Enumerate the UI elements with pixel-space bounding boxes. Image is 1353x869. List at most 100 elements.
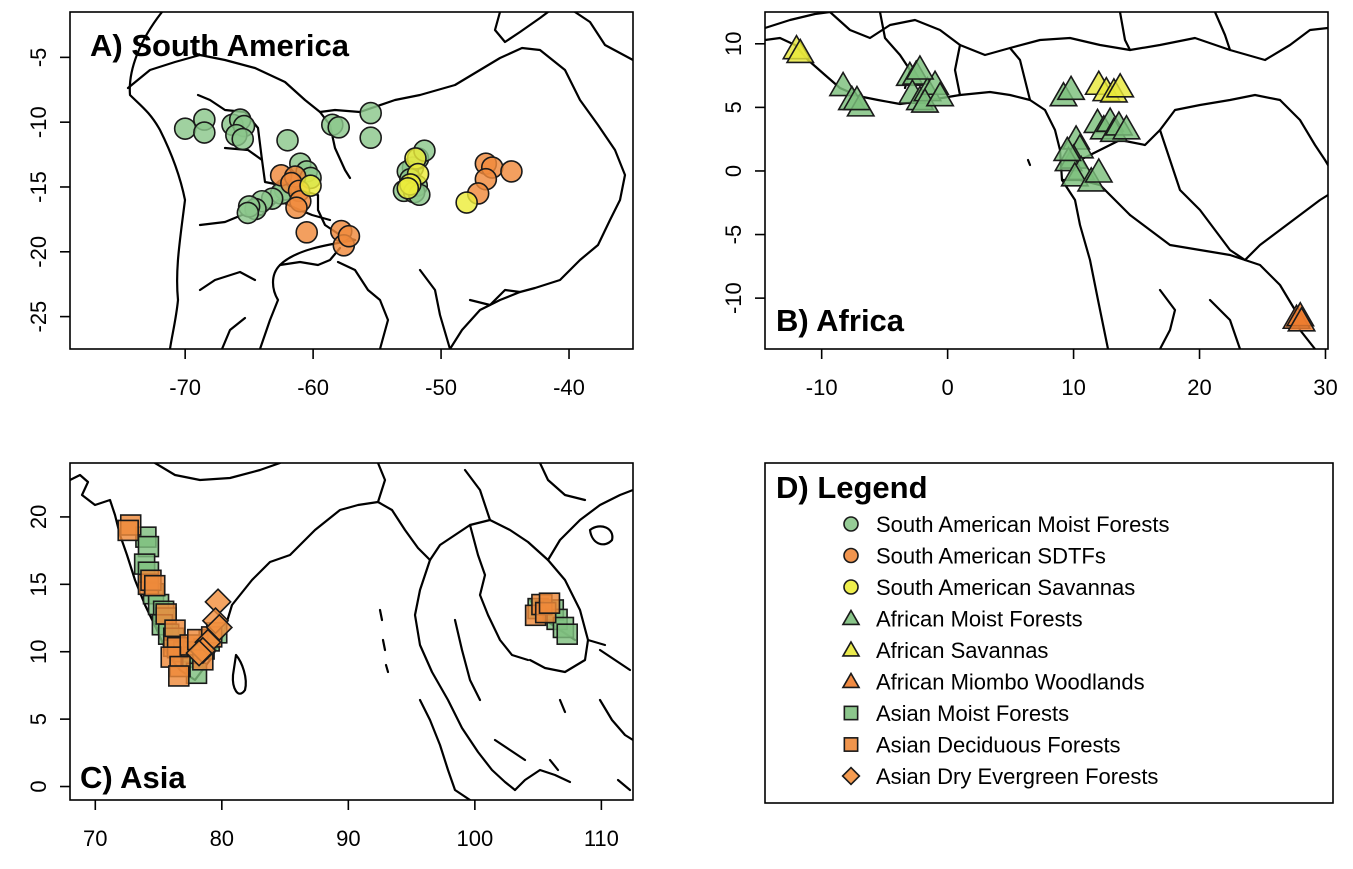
south-america-x-tick-label: -70 (169, 375, 201, 400)
africa-x-tick-label: 30 (1313, 375, 1337, 400)
asia-point (185, 639, 213, 667)
africa-y-tick-label: -10 (721, 282, 746, 314)
south-america-title: A) South America (90, 28, 350, 63)
asia-plot-frame (69, 462, 634, 801)
africa-x-tick-label: 20 (1187, 375, 1211, 400)
legend-items: South American Moist Forests South Americ… (841, 512, 1169, 789)
legend-marker (841, 608, 861, 626)
africa-point (1052, 135, 1082, 162)
africa-point (1056, 74, 1086, 101)
legend-marker (843, 579, 859, 595)
legend-panel: D) Legend South American Moist ForestsSo… (764, 462, 1334, 804)
asia-y-tick-label: 5 (26, 713, 51, 725)
asia-x-tick-label: 100 (456, 826, 493, 851)
south-america-point (295, 221, 319, 244)
africa-point (925, 81, 955, 107)
asia-point (117, 519, 139, 542)
south-america-x-tick-label: -50 (425, 375, 457, 400)
south-america-point (327, 116, 351, 139)
africa-basemap (765, 12, 1328, 349)
legend-marker (843, 547, 859, 564)
south-america-point (173, 117, 197, 140)
asia-point (143, 574, 166, 597)
south-america-point (396, 176, 420, 200)
legend-item-label: African Miombo Woodlands (876, 670, 1145, 695)
asia-point (556, 623, 578, 645)
south-america-axes: -70 -60 -50 -40 -5 -10 -15 -20 -25 (26, 48, 585, 400)
asia-y-tick-label: 20 (26, 505, 51, 529)
south-america-point (359, 101, 382, 125)
south-america-y-tick-label: -25 (26, 301, 51, 333)
africa-y-tick-label: 10 (721, 32, 746, 56)
africa-plot-frame (764, 11, 1329, 350)
legend-item-label: Asian Dry Evergreen Forests (876, 764, 1158, 789)
africa-point (905, 54, 935, 80)
legend-title: D) Legend (776, 470, 928, 505)
africa-point (842, 84, 872, 111)
legend-item-label: African Savannas (876, 638, 1048, 663)
asia-x-tick-label: 110 (584, 826, 619, 851)
asia-axes: 70 80 90 100 110 0 5 10 15 20 (26, 505, 619, 851)
legend-box (764, 462, 1334, 804)
africa-title: B) Africa (776, 303, 905, 338)
africa-y-tick-label: -5 (721, 225, 746, 245)
south-america-point (337, 224, 361, 248)
legend-marker (841, 766, 861, 786)
south-america-y-tick-label: -10 (26, 106, 51, 138)
south-america-point (359, 126, 382, 150)
south-america-point (455, 191, 478, 214)
legend-item-label: South American Savannas (876, 575, 1135, 600)
panel-africa: -10 0 10 20 30 10 5 0 -5 -10 B) Africa (721, 11, 1338, 400)
asia-point (168, 665, 190, 687)
legend-marker (841, 671, 861, 689)
panel-south-america: -70 -60 -50 -40 -5 -10 -15 -20 -25 A) South Amer… (26, 11, 634, 400)
south-america-points (173, 101, 523, 257)
panel-asia: 70 80 90 100 110 0 5 10 15 20 C) Asia (26, 462, 634, 851)
asia-y-tick-label: 10 (26, 639, 51, 663)
africa-point (1060, 161, 1090, 187)
south-america-point (500, 160, 523, 183)
legend-item-label: Asian Moist Forests (876, 701, 1069, 726)
south-america-plot-frame (69, 11, 634, 350)
asia-x-tick-label: 80 (210, 826, 234, 851)
legend-item-label: Asian Deciduous Forests (876, 733, 1121, 758)
legend-item-label: African Moist Forests (876, 607, 1083, 632)
south-america-point (231, 127, 255, 151)
africa-point (785, 37, 815, 64)
africa-points (781, 34, 1317, 332)
asia-x-tick-label: 90 (336, 826, 360, 851)
legend-marker (841, 640, 861, 657)
south-america-point (299, 174, 322, 197)
asia-y-tick-label: 15 (26, 572, 51, 596)
africa-y-tick-label: 0 (721, 165, 746, 177)
legend-item-label: South American Moist Forests (876, 512, 1169, 537)
south-america-point (285, 196, 308, 220)
south-america-point (236, 201, 260, 225)
africa-point (1105, 72, 1135, 98)
asia-point (538, 592, 561, 614)
south-america-y-tick-label: -5 (26, 48, 51, 68)
south-america-y-tick-label: -20 (26, 236, 51, 268)
south-america-x-tick-label: -40 (553, 375, 585, 400)
legend-item-label: South American SDTFs (876, 544, 1106, 569)
asia-title: C) Asia (80, 760, 186, 795)
asia-x-tick-label: 70 (83, 826, 107, 851)
legend-marker (843, 705, 859, 721)
africa-x-tick-label: -10 (806, 375, 838, 400)
africa-y-tick-label: 5 (721, 101, 746, 113)
asia-points (117, 514, 578, 687)
south-america-point (276, 129, 299, 152)
africa-point (1084, 157, 1114, 183)
south-america-x-tick-label: -60 (297, 375, 329, 400)
africa-axes: -10 0 10 20 30 10 5 0 -5 -10 (721, 32, 1338, 400)
legend-marker (843, 737, 859, 752)
africa-point (1286, 306, 1317, 332)
africa-x-tick-label: 0 (942, 375, 954, 400)
asia-y-tick-label: 0 (26, 780, 51, 792)
south-america-point (193, 121, 216, 144)
legend-marker (843, 516, 859, 532)
africa-point (1111, 114, 1142, 140)
south-america-y-tick-label: -15 (26, 171, 51, 203)
africa-x-tick-label: 10 (1061, 375, 1085, 400)
